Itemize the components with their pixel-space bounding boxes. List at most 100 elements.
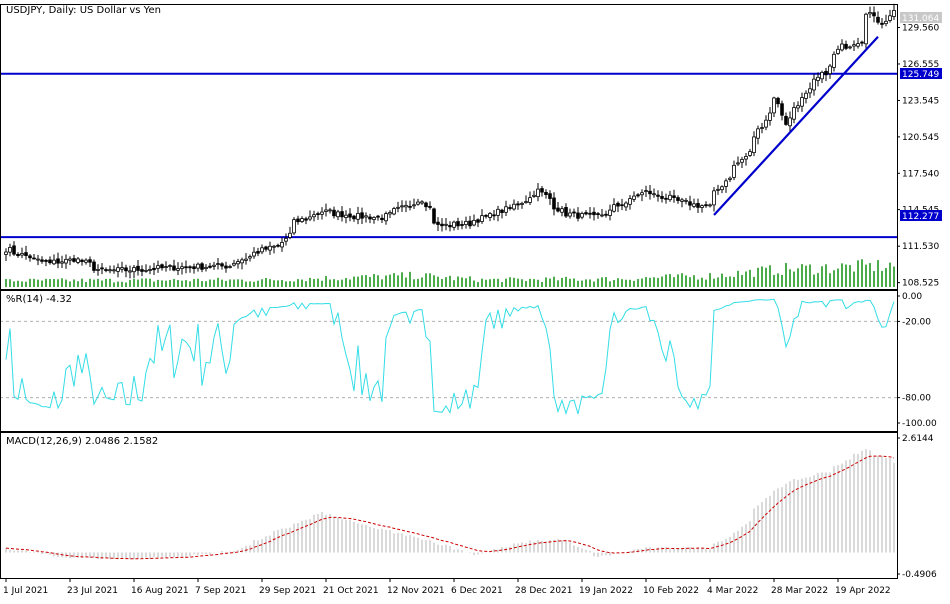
candle-body [428,205,432,208]
candle-body [388,212,392,215]
candle-body [832,53,836,68]
candle-body [744,156,748,160]
candle [324,203,328,217]
candle-body [216,263,220,265]
candle [436,217,440,231]
candle-body [656,194,660,197]
candle-body [192,266,196,270]
candle [800,92,804,112]
candle-body [640,192,644,196]
candle [344,210,348,224]
candle-body [164,266,168,268]
candle-body [352,215,356,220]
candle-body [840,43,844,51]
candle [760,122,764,134]
candle-body [676,197,680,201]
candle [776,96,780,108]
candle-body [808,88,812,94]
candle-body [600,214,604,217]
candle [416,198,420,206]
candle [456,217,460,230]
candle [220,262,224,270]
candle [656,190,660,202]
candle [200,262,204,273]
candle-body [520,202,524,205]
candle-body [168,265,172,267]
candle-body [584,212,588,215]
candle [292,217,296,235]
candle-body [288,232,292,238]
candle [228,264,232,269]
candle-body [328,209,332,212]
candle [408,200,412,211]
candle [432,207,436,225]
candle-body [636,194,640,197]
candle-body [4,251,8,255]
candle [548,190,552,205]
candle-body [24,252,28,256]
candle [444,217,448,231]
candle [484,214,488,219]
candle [420,200,424,205]
date-tick-label: 10 Feb 2022 [643,586,699,596]
candle [328,207,332,214]
candle [604,210,608,218]
candle-body [200,263,204,270]
candle [352,214,356,222]
candle-body [404,205,408,208]
candle-body [320,211,324,215]
candle [316,211,320,220]
candle [792,102,796,124]
candle-body [60,261,64,264]
candle-body [144,269,148,272]
candle [492,209,496,221]
candle-body [28,255,32,259]
candle-body [204,266,208,270]
candle [608,204,612,221]
candle-body [524,201,528,204]
candle [364,212,368,223]
candle [76,257,80,265]
candle-body [248,256,252,259]
candle-body [156,265,160,269]
candle-body [672,195,676,198]
candle-body [560,208,564,213]
candle-body [12,245,16,255]
candle-body [312,214,316,218]
date-tick-label: 23 Jul 2021 [67,586,118,596]
candle-body [212,264,216,267]
candle-body [528,197,532,203]
candle [412,198,416,210]
candle-body [516,203,520,206]
candle [452,220,456,231]
candle-body [580,213,584,218]
candle-body [136,265,140,271]
wpr-pane-frame [0,290,898,432]
candle [240,257,244,270]
candle-body [368,216,372,220]
candle [12,241,16,256]
candle-body [652,193,656,196]
candle [172,259,176,272]
candle [512,199,516,211]
candle-body [576,212,580,219]
candle [520,201,524,209]
candle [236,258,240,269]
candle-body [732,164,736,178]
candle [48,256,52,265]
candle-body [8,246,12,253]
candle-body [548,193,552,199]
candle-body [664,197,668,200]
candle-body [280,242,284,248]
candle [856,37,860,49]
candle [532,190,536,198]
candle-body [868,12,872,15]
candle-body [820,71,824,80]
candle [708,203,712,208]
candle-body [64,258,68,264]
candle-body [772,97,776,114]
candle-body [268,245,272,251]
date-tick-label: 19 Jan 2022 [579,586,633,596]
candle [732,160,736,181]
